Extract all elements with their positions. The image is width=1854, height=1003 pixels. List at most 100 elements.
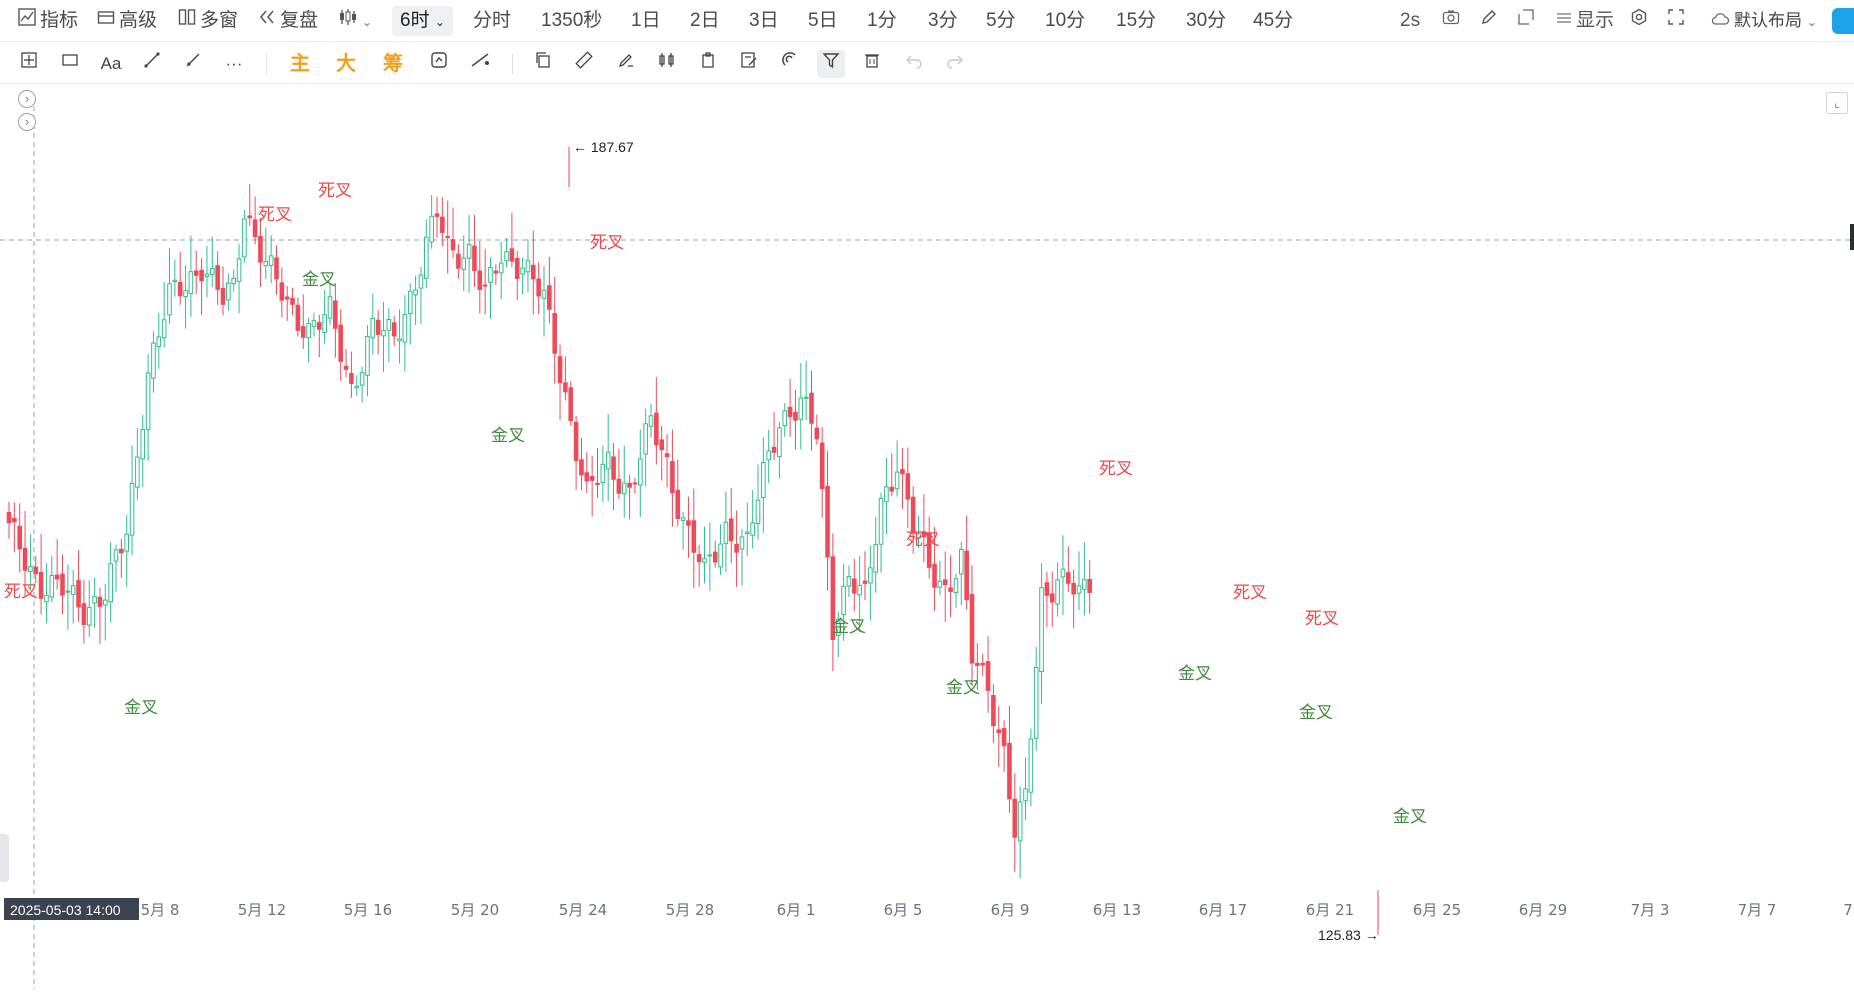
display-button[interactable]: 显示: [1556, 6, 1614, 36]
left-panel-handle[interactable]: [0, 834, 9, 882]
period-tab[interactable]: 1分: [867, 10, 897, 31]
segment-tool-icon[interactable]: [138, 50, 166, 78]
collapse-top-icon[interactable]: ›: [18, 90, 36, 108]
period-tab[interactable]: 1350秒: [541, 10, 603, 31]
text-tool[interactable]: Aa: [100, 54, 122, 73]
period-tab[interactable]: 5分: [986, 10, 1016, 31]
candle-body: [397, 338, 402, 342]
chart-type-dropdown[interactable]: ⌄: [338, 6, 372, 36]
refresh-pattern-icon[interactable]: [425, 50, 453, 78]
pencil-icon[interactable]: [1480, 6, 1498, 36]
period-tab[interactable]: 30分: [1186, 10, 1227, 31]
candle-body: [616, 478, 622, 494]
filter-icon[interactable]: [817, 50, 845, 78]
redo-icon[interactable]: [941, 50, 969, 78]
candle-body: [210, 267, 215, 275]
candle-body: [734, 543, 739, 553]
toolbar-divider: [512, 54, 513, 74]
period-tab[interactable]: 45分: [1253, 10, 1294, 31]
big-order-button[interactable]: 大: [336, 53, 356, 75]
edit-note-icon[interactable]: [735, 50, 763, 78]
candle-body: [70, 585, 76, 595]
copy-icon[interactable]: [529, 50, 557, 78]
brush-icon[interactable]: [612, 50, 640, 78]
collapse-indicator-icon[interactable]: ›: [18, 113, 36, 131]
candle-body: [327, 296, 333, 319]
candle-body: [531, 264, 536, 280]
candle-body: [937, 580, 943, 588]
candle-body: [1071, 583, 1076, 595]
candle-body: [589, 475, 595, 481]
period-tab[interactable]: 15分: [1116, 10, 1157, 31]
ray-tool-icon[interactable]: [179, 50, 207, 78]
period-dropdown-active[interactable]: 6时 ⌄: [392, 6, 453, 36]
indicator-button[interactable]: 指标: [18, 6, 78, 36]
expand-icon[interactable]: [1667, 6, 1685, 36]
rectangle-tool-icon[interactable]: [56, 50, 84, 78]
multi-window-button[interactable]: 多窗: [178, 6, 238, 36]
candle-body: [177, 281, 183, 297]
candle-body: [86, 606, 92, 626]
advanced-button[interactable]: 高级: [97, 6, 157, 36]
candle-body: [311, 320, 317, 327]
trash-icon[interactable]: [858, 50, 886, 78]
undo-icon[interactable]: [900, 50, 928, 78]
candle-body: [648, 415, 654, 427]
period-tab[interactable]: 分时: [473, 10, 512, 31]
period-tab[interactable]: 10分: [1045, 10, 1086, 31]
x-axis-tick-label: 7: [1843, 901, 1853, 919]
period-tab[interactable]: 1日: [631, 10, 661, 31]
candle-body: [573, 421, 579, 462]
candle-body: [391, 322, 397, 337]
period-tab[interactable]: 3分: [928, 10, 958, 31]
chip-distribution-button[interactable]: 筹: [383, 53, 403, 75]
candle-body: [343, 365, 349, 370]
magnet-icon[interactable]: [776, 50, 804, 78]
restore-window-icon[interactable]: ⌞: [1826, 92, 1848, 114]
period-tab[interactable]: 5日: [808, 10, 838, 31]
indicator-label: 指标: [40, 10, 79, 32]
candles-tool-icon[interactable]: [653, 50, 681, 78]
candle-body: [905, 473, 911, 500]
layout-dropdown[interactable]: 默认布局 ⌄: [1710, 6, 1817, 36]
candle-body: [1060, 568, 1066, 578]
crosshair-add-icon[interactable]: [15, 50, 43, 78]
replay-button[interactable]: 复盘: [258, 6, 318, 36]
candle-body: [509, 248, 515, 262]
death-cross-label: 死叉: [4, 582, 38, 602]
trend-measure-icon[interactable]: [467, 50, 495, 78]
active-period-label: 6时: [400, 10, 430, 31]
candle-body: [670, 461, 675, 494]
period-tab[interactable]: 3日: [749, 10, 779, 31]
more-tools[interactable]: ···: [225, 54, 243, 73]
candle-body: [750, 522, 755, 536]
refresh-interval-button[interactable]: 2s: [1400, 10, 1421, 31]
candle-body: [547, 285, 552, 310]
candle-body: [124, 533, 130, 552]
printer-icon: [97, 6, 115, 36]
candle-body: [868, 567, 873, 584]
gold-cross-label: 金叉: [1393, 807, 1427, 827]
main-force-button[interactable]: 主: [290, 53, 310, 75]
candle-body: [798, 397, 804, 420]
ruler-icon[interactable]: [570, 50, 598, 78]
period-tab[interactable]: 2日: [690, 10, 720, 31]
x-axis-tick-label: 6月 5: [884, 901, 923, 919]
clipboard-icon[interactable]: [694, 50, 722, 78]
camera-icon[interactable]: [1442, 6, 1460, 36]
candle-body: [215, 265, 220, 290]
fullscreen-exit-icon[interactable]: [1517, 6, 1535, 36]
advanced-label: 高级: [119, 10, 158, 32]
candle-body: [33, 566, 39, 575]
side-panel-tab[interactable]: [1832, 8, 1854, 34]
candle-body: [873, 543, 879, 573]
candle-body: [745, 531, 750, 535]
x-axis-tick-label: 6月 9: [991, 901, 1030, 919]
candle-body: [477, 270, 483, 290]
candle-body: [429, 215, 434, 243]
kline-chart-area[interactable]: ← 187.67 125.83 → 死叉 金叉 死叉 死叉 金叉 金叉 死叉 金叉 死叉 金叉 死叉 金叉…: [0, 84, 1854, 1003]
candle-body: [322, 314, 327, 334]
settings-gear-icon[interactable]: [1630, 6, 1648, 36]
candle-body: [333, 300, 338, 329]
